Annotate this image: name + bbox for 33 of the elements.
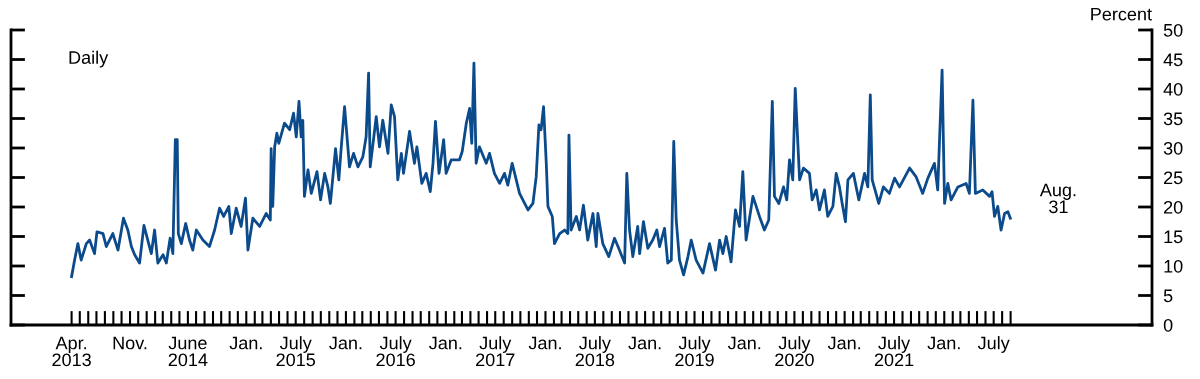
y-tick-label: 30 (1163, 141, 1183, 155)
x-tick-label: June 2014 (168, 336, 208, 367)
y-tick-label: 5 (1163, 289, 1173, 303)
annotation: Daily (69, 50, 109, 68)
y-tick-label: 50 (1163, 23, 1183, 37)
y-tick-label: 40 (1163, 82, 1183, 96)
x-tick-label: July 2016 (376, 336, 415, 367)
x-tick-label: Jan. (329, 336, 362, 350)
x-tick-label: July (977, 336, 1010, 353)
y-tick-label: 20 (1164, 200, 1183, 214)
x-tick-label: July 2017 (476, 336, 515, 367)
y-tick-label: 15 (1164, 230, 1183, 244)
x-tick-label: Jan. (429, 336, 462, 350)
x-tick-label: July 2019 (675, 336, 714, 367)
x-tick-label: Jan. (229, 336, 262, 350)
x-tick-label: Nov. (113, 336, 147, 350)
y-tick-label: 25 (1164, 171, 1183, 185)
x-tick-label: July 2021 (874, 336, 914, 367)
x-tick-label: Apr. 2013 (52, 336, 91, 367)
x-tick-label: Jan. (927, 336, 960, 350)
y-tick-label: 45 (1163, 53, 1183, 67)
x-tick-label: July 2020 (775, 336, 814, 367)
y-axis-title: Percent (1091, 7, 1152, 21)
x-tick-label: Jan. (528, 336, 561, 350)
x-tick-label: July 2015 (276, 336, 316, 367)
annotation: Aug. 31 (1039, 183, 1076, 214)
y-tick-label: 35 (1163, 112, 1183, 126)
x-tick-label: Jan. (827, 336, 861, 350)
y-tick-label: 0 (1163, 318, 1173, 332)
y-tick-label: 10 (1164, 259, 1183, 273)
x-tick-label: Jan. (727, 336, 761, 350)
x-tick-label: July 2018 (575, 336, 615, 367)
x-tick-label: Jan. (628, 336, 661, 350)
